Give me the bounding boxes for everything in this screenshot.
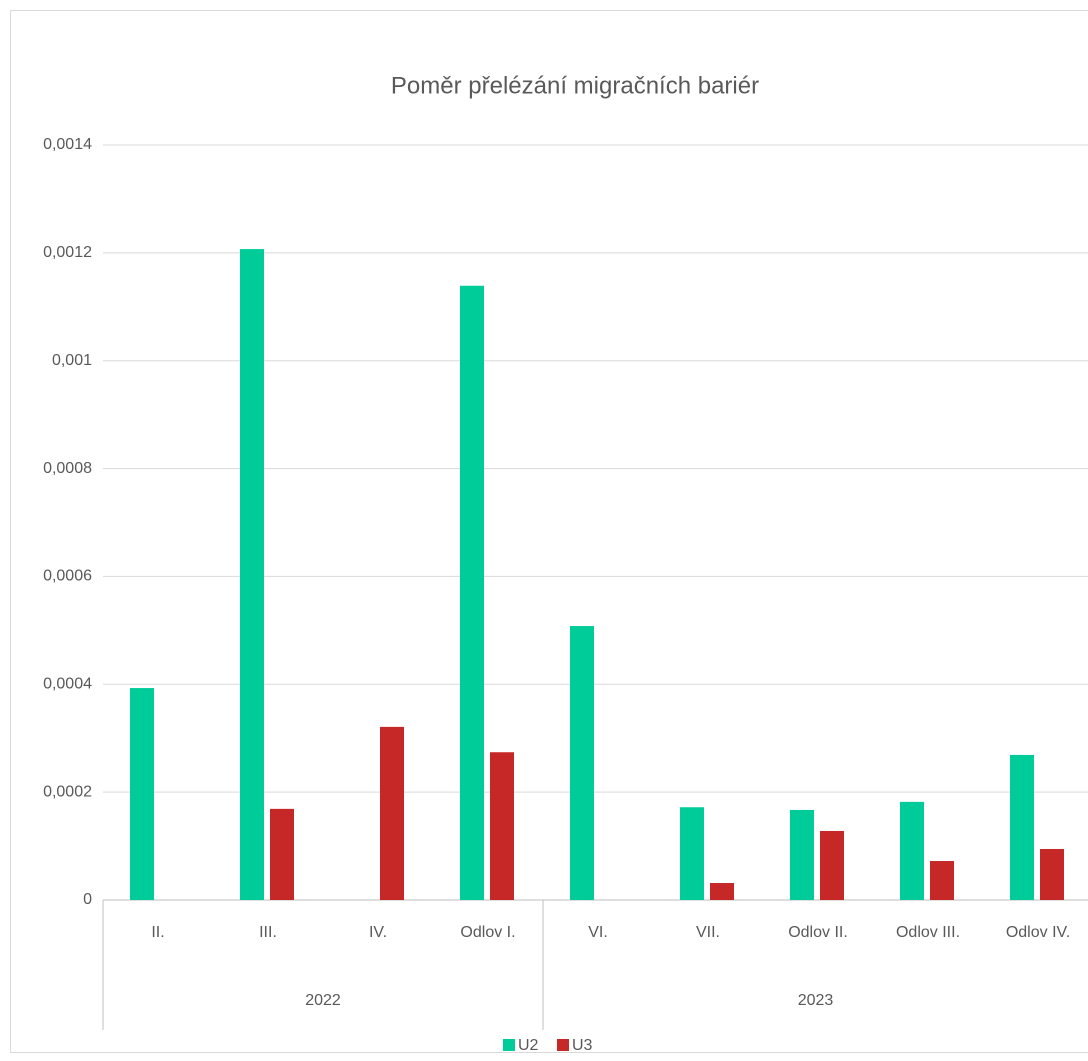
group-label: 2022 [305,992,341,1009]
x-tick-label: VI. [588,924,608,941]
bar [820,830,844,900]
bar [790,809,814,900]
bar [570,626,594,900]
bar [380,726,404,900]
bar [460,285,484,901]
y-tick-label: 0,001 [52,352,92,369]
x-tick-label: VII. [696,924,720,941]
x-tick-label: Odlov IV. [1006,924,1070,941]
bar [680,807,704,900]
bar [1010,754,1034,900]
x-tick-label: IV. [369,924,387,941]
y-tick-label: 0,0006 [43,568,92,585]
x-tick-label: III. [259,924,277,941]
y-tick-label: 0,0014 [43,136,92,153]
legend-label: U3 [572,1037,593,1054]
bar [270,808,294,900]
x-tick-label: Odlov I. [460,924,515,941]
bar [490,752,514,900]
chart-title: Poměr přelézání migračních bariér [391,72,759,99]
legend-swatch [557,1039,569,1051]
bar [130,688,154,900]
bar [1040,848,1064,900]
y-tick-label: 0 [83,891,92,908]
bar [930,861,954,900]
y-tick-label: 0,0008 [43,460,92,477]
x-tick-label: Odlov II. [788,924,848,941]
y-tick-label: 0,0012 [43,244,92,261]
chart-border [10,10,1088,1053]
legend-label: U2 [518,1037,539,1054]
y-tick-label: 0,0002 [43,783,92,800]
legend-swatch [503,1039,515,1051]
bar [710,883,734,900]
bar [900,801,924,900]
bar [240,249,264,900]
x-tick-label: II. [151,924,164,941]
x-tick-label: Odlov III. [896,924,960,941]
group-label: 2023 [798,992,834,1009]
y-tick-label: 0,0004 [43,676,92,693]
